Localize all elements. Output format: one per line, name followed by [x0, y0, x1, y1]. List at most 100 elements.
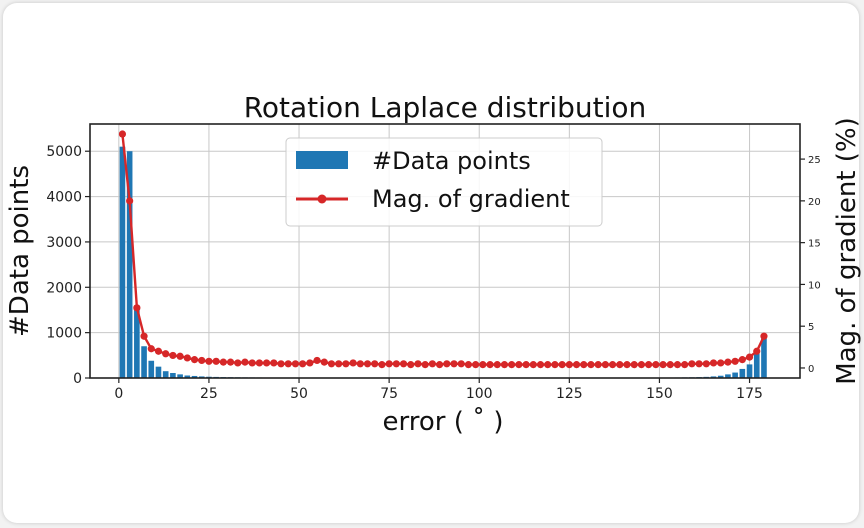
- gradient-point: [630, 361, 638, 369]
- x-tick-label: 100: [466, 386, 493, 402]
- bar: [753, 353, 760, 378]
- gradient-point: [183, 354, 191, 362]
- gradient-point: [572, 361, 581, 369]
- gradient-point: [659, 361, 667, 369]
- gradient-point: [702, 360, 710, 368]
- bar: [725, 374, 731, 378]
- bar: [119, 146, 126, 378]
- gradient-point: [169, 351, 177, 360]
- gradient-point: [255, 359, 263, 367]
- gradient-point: [529, 361, 537, 369]
- gradient-point: [299, 360, 307, 368]
- gradient-point: [407, 361, 415, 369]
- bar: [739, 368, 746, 378]
- gradient-point: [133, 304, 141, 312]
- gradient-point: [392, 360, 400, 368]
- gradient-point: [551, 361, 559, 369]
- gradient-point: [270, 359, 278, 367]
- gradient-point: [313, 356, 321, 365]
- gradient-point: [666, 361, 674, 369]
- y-axis-right-label: Mag. of gradient (%): [832, 117, 862, 385]
- gradient-point: [140, 332, 148, 340]
- gradient-point: [760, 332, 768, 340]
- gradient-point: [363, 360, 372, 368]
- gradient-point: [536, 361, 545, 369]
- gradient-point: [681, 361, 689, 369]
- gradient-point: [616, 361, 624, 369]
- gradient-point: [544, 361, 552, 369]
- y-left-tick-label: 3000: [46, 235, 82, 251]
- gradient-point: [652, 361, 660, 369]
- gradient-point: [479, 361, 487, 369]
- y-left-tick-label: 0: [73, 371, 82, 387]
- gradient-point: [371, 360, 379, 368]
- gradient-point: [673, 361, 682, 369]
- gradient-point: [212, 357, 220, 365]
- gradient-point: [118, 130, 127, 138]
- y-right-tick-label: 20: [808, 197, 821, 208]
- gradient-point: [753, 347, 761, 355]
- gradient-point: [500, 361, 509, 369]
- gradient-point: [248, 359, 256, 367]
- gradient-point: [226, 358, 235, 366]
- legend-bar-label: #Data points: [372, 147, 531, 175]
- x-tick-label: 125: [556, 386, 583, 402]
- y-axis-left: 0 1000 2000 3000 4000 5000: [46, 144, 90, 387]
- gradient-point: [349, 359, 357, 367]
- gradient-point: [695, 360, 703, 368]
- gradient-point: [421, 361, 429, 369]
- gradient-point: [162, 350, 170, 358]
- gradient-point: [399, 360, 408, 368]
- gradient-point: [688, 360, 696, 368]
- y-right-tick-label: 5: [808, 322, 814, 333]
- gradient-point: [608, 361, 617, 369]
- gradient-series: [118, 130, 768, 369]
- gradient-point: [205, 357, 213, 365]
- gradient-point: [594, 361, 602, 369]
- x-tick-label: 25: [200, 386, 218, 402]
- bar: [141, 346, 147, 378]
- bar: [177, 374, 183, 378]
- y-left-tick-label: 4000: [46, 190, 82, 206]
- gradient-point: [709, 359, 718, 367]
- plot-frame: [89, 123, 801, 379]
- y-axis-left-label: #Data points: [5, 165, 35, 337]
- gradient-point: [277, 360, 285, 368]
- gradient-point: [515, 361, 523, 369]
- gradient-point: [486, 361, 494, 369]
- gradient-point: [342, 360, 350, 368]
- gradient-point: [306, 359, 314, 367]
- y-axis-right: 0 5 10 15 20 25: [800, 155, 821, 375]
- bar: [162, 371, 169, 378]
- gradient-point: [738, 356, 746, 364]
- bar: [717, 375, 724, 378]
- chart-title: Rotation Laplace distribution: [244, 91, 647, 124]
- gradient-point: [717, 359, 725, 367]
- legend-line-label: Mag. of gradient: [372, 185, 570, 213]
- gradient-point: [320, 358, 328, 366]
- gradient-point: [327, 360, 336, 368]
- legend-box: [285, 137, 603, 227]
- gradient-point: [493, 361, 501, 369]
- gradient-point: [443, 360, 451, 368]
- legend: #Data points Mag. of gradient: [285, 137, 603, 227]
- bar: [148, 360, 155, 378]
- gradient-point: [176, 352, 184, 360]
- gradient-point: [724, 358, 732, 366]
- y-left-tick-label: 2000: [46, 280, 82, 296]
- gradient-point: [154, 347, 163, 355]
- gradient-point: [262, 359, 271, 367]
- bar: [761, 334, 767, 378]
- gradient-point: [565, 361, 573, 369]
- legend-line-marker: [317, 194, 327, 204]
- gradient-point: [126, 197, 134, 205]
- gradient-point: [435, 361, 444, 369]
- bar: [134, 305, 140, 378]
- gradient-point: [558, 361, 566, 369]
- gradient-point: [457, 360, 465, 368]
- gradient-point: [522, 361, 530, 369]
- gradient-point: [508, 361, 516, 369]
- x-axis: 0 25 50 75 100 125 150 175: [114, 378, 763, 402]
- gradient-point: [428, 360, 436, 368]
